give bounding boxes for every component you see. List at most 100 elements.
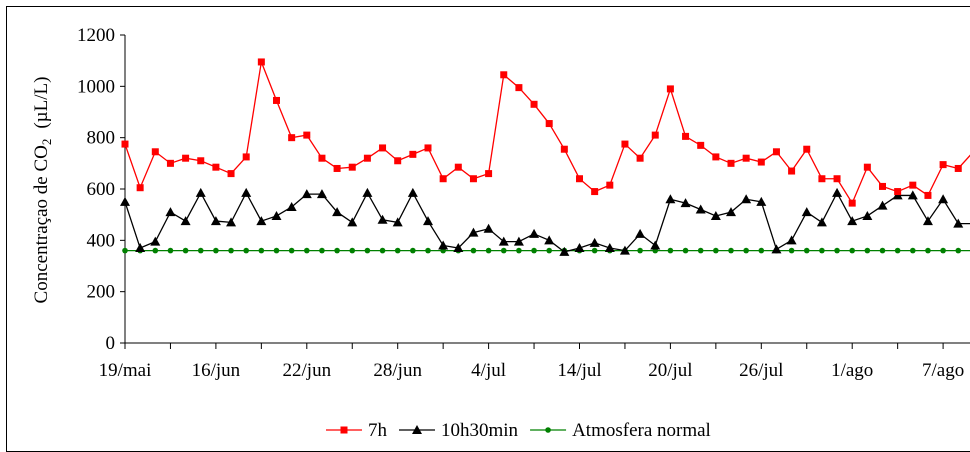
data-point-10h30min bbox=[862, 210, 873, 220]
data-point-10h30min bbox=[604, 243, 615, 253]
data-point-7h bbox=[545, 120, 553, 128]
data-point-7h bbox=[576, 175, 583, 183]
data-point-10h30min bbox=[619, 245, 630, 255]
legend-label-10h30min: 10h30min bbox=[441, 420, 519, 441]
data-point-7h bbox=[303, 131, 311, 139]
data-point-atmosfera-normal bbox=[516, 247, 522, 254]
data-point-atmosfera-normal bbox=[940, 247, 946, 254]
data-point-10h30min bbox=[180, 216, 191, 226]
y-axis-title-main: Concentraçao de CO bbox=[31, 145, 52, 303]
y-axis-title-unit: (µL/L) bbox=[31, 77, 52, 129]
data-point-7h bbox=[197, 157, 205, 165]
data-point-10h30min bbox=[210, 216, 221, 226]
data-point-10h30min bbox=[665, 194, 676, 204]
data-point-atmosfera-normal bbox=[682, 247, 689, 254]
data-point-7h bbox=[742, 154, 750, 162]
data-point-7h bbox=[591, 188, 599, 196]
series-10h30min bbox=[120, 187, 970, 256]
legend-item-10h30min: 10h30min bbox=[399, 420, 519, 441]
data-point-7h bbox=[954, 164, 962, 172]
data-point-10h30min bbox=[407, 187, 418, 197]
data-point-10h30min bbox=[135, 243, 146, 253]
data-point-atmosfera-normal bbox=[697, 247, 704, 254]
x-tick-label: 22/jun bbox=[283, 360, 332, 381]
data-point-10h30min bbox=[483, 223, 494, 233]
data-point-10h30min bbox=[316, 189, 327, 199]
data-point-10h30min bbox=[165, 207, 176, 217]
series-7h bbox=[121, 58, 970, 207]
data-point-atmosfera-normal bbox=[591, 247, 598, 254]
data-point-7h bbox=[454, 163, 462, 171]
y-tick-label: 600 bbox=[87, 179, 116, 200]
data-point-10h30min bbox=[680, 198, 691, 208]
data-point-7h bbox=[621, 140, 629, 148]
data-point-10h30min bbox=[771, 244, 782, 254]
data-point-10h30min bbox=[816, 217, 827, 227]
data-point-10h30min bbox=[392, 217, 403, 227]
data-point-7h bbox=[788, 167, 796, 175]
data-point-10h30min bbox=[256, 216, 267, 226]
data-point-10h30min bbox=[801, 207, 812, 217]
data-point-7h bbox=[166, 159, 174, 167]
data-point-7h bbox=[833, 175, 841, 183]
x-tick-label: 20/jul bbox=[648, 360, 692, 381]
data-point-10h30min bbox=[938, 194, 949, 204]
data-point-7h bbox=[182, 154, 190, 162]
data-point-10h30min bbox=[847, 216, 858, 226]
data-point-7h bbox=[939, 161, 947, 169]
data-point-10h30min bbox=[589, 237, 600, 247]
data-point-10h30min bbox=[695, 204, 706, 214]
data-point-7h bbox=[485, 170, 493, 178]
data-point-atmosfera-normal bbox=[334, 247, 340, 254]
data-point-10h30min bbox=[286, 201, 297, 211]
data-point-10h30min bbox=[741, 194, 752, 204]
data-point-10h30min bbox=[710, 210, 721, 220]
data-point-10h30min bbox=[377, 214, 388, 224]
data-point-atmosfera-normal bbox=[834, 247, 840, 254]
legend: 7h 10h30min Atmosfera normal bbox=[326, 420, 711, 441]
data-point-7h bbox=[697, 141, 705, 149]
data-point-atmosfera-normal bbox=[879, 247, 886, 254]
data-point-10h30min bbox=[877, 200, 888, 210]
data-point-10h30min bbox=[907, 190, 918, 200]
y-tick-label: 0 bbox=[106, 333, 116, 354]
data-point-10h30min bbox=[120, 196, 130, 206]
data-point-7h bbox=[666, 85, 674, 93]
y-tick-label: 400 bbox=[87, 230, 116, 251]
data-point-7h bbox=[227, 170, 235, 178]
data-point-atmosfera-normal bbox=[228, 247, 234, 254]
data-point-7h bbox=[682, 132, 690, 140]
data-point-atmosfera-normal bbox=[197, 247, 204, 254]
data-point-7h bbox=[727, 159, 735, 167]
data-point-7h bbox=[288, 134, 296, 142]
data-point-atmosfera-normal bbox=[304, 247, 310, 254]
data-point-10h30min bbox=[529, 228, 540, 238]
data-point-atmosfera-normal bbox=[728, 247, 734, 254]
data-point-7h bbox=[379, 144, 387, 152]
data-point-atmosfera-normal bbox=[213, 247, 219, 254]
data-point-7h bbox=[439, 175, 447, 183]
data-point-10h30min bbox=[241, 187, 252, 197]
data-point-10h30min bbox=[635, 228, 646, 238]
x-tick-label: 28/jun bbox=[373, 360, 422, 381]
legend-marker-7h bbox=[340, 426, 348, 434]
series-layer bbox=[120, 58, 970, 256]
data-point-10h30min bbox=[726, 207, 736, 217]
data-point-7h bbox=[424, 144, 432, 152]
data-point-atmosfera-normal bbox=[273, 247, 280, 254]
data-point-7h bbox=[394, 157, 402, 165]
data-point-7h bbox=[757, 158, 765, 166]
y-tick-label: 800 bbox=[87, 128, 116, 149]
data-point-7h bbox=[606, 181, 614, 189]
data-point-10h30min bbox=[650, 240, 661, 250]
data-point-10h30min bbox=[832, 187, 843, 197]
data-point-10h30min bbox=[271, 210, 282, 220]
data-point-7h bbox=[803, 145, 811, 153]
data-point-7h bbox=[273, 96, 280, 104]
legend-item-7h: 7h bbox=[326, 420, 388, 441]
data-point-7h bbox=[257, 58, 265, 66]
data-point-7h bbox=[318, 154, 326, 162]
data-point-7h bbox=[500, 71, 508, 79]
data-point-7h bbox=[863, 163, 871, 171]
data-point-10h30min bbox=[953, 218, 964, 228]
